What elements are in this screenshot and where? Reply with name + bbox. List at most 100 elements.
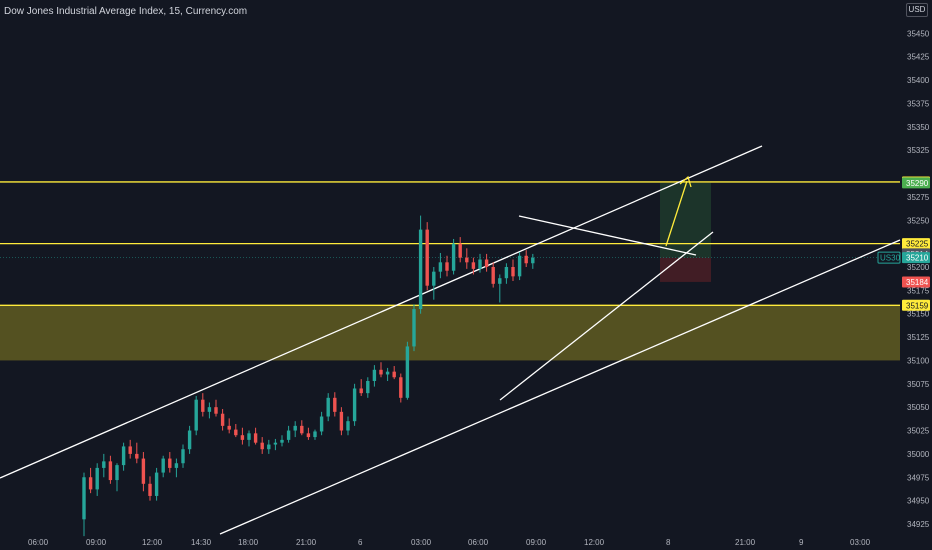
candle-body (405, 346, 410, 398)
candle (161, 455, 165, 478)
candle (135, 442, 139, 464)
candle (267, 439, 271, 454)
candle-body (128, 446, 132, 454)
candle (306, 427, 311, 440)
candle-body (207, 407, 212, 412)
candle-body (379, 369, 383, 375)
candle-body (445, 262, 449, 271)
candle (425, 222, 429, 291)
candle (253, 427, 258, 445)
candle-body (432, 271, 436, 286)
channel-lower-line[interactable] (219, 239, 901, 535)
candle (247, 430, 251, 447)
candle-body (115, 465, 119, 481)
candle (418, 215, 423, 314)
candle (187, 425, 192, 454)
price-tag-yellow: 35225 (902, 238, 930, 250)
candle (319, 411, 324, 436)
candle-body (412, 309, 416, 347)
candle (220, 409, 225, 431)
candle (531, 253, 535, 269)
candle-body (438, 262, 443, 272)
time-axis-tick: 21:00 (735, 538, 756, 547)
candle-body (253, 433, 258, 443)
price-tag-label: 35159 (906, 301, 929, 310)
channel-upper-line[interactable] (0, 145, 763, 479)
candle (504, 263, 509, 284)
candle-body (458, 243, 462, 258)
candle (458, 237, 462, 263)
candle (201, 393, 205, 417)
candle-body (214, 407, 218, 414)
symbol-tag: US30 (877, 251, 901, 264)
candle (339, 407, 344, 436)
time-axis-tick: 03:00 (850, 538, 871, 547)
candle-body (82, 477, 86, 520)
candle-body (372, 369, 377, 382)
candle (128, 439, 132, 459)
candle-body (135, 453, 139, 459)
currency-button[interactable]: USD (906, 3, 928, 17)
price-axis-tick: 34950 (907, 497, 930, 506)
candle (498, 274, 502, 303)
candle (194, 395, 198, 436)
candle (174, 458, 179, 478)
candle-body (280, 439, 284, 443)
candle-body (352, 388, 357, 422)
price-tag-red: 35184 (902, 276, 930, 288)
candle (273, 438, 278, 451)
candle-body (484, 259, 489, 267)
candle-body (319, 416, 324, 432)
candle-body (524, 255, 528, 264)
price-axis-tick: 35050 (907, 403, 930, 412)
candle (108, 455, 113, 484)
candle-body (240, 435, 245, 440)
candle (293, 421, 297, 438)
candle (352, 383, 357, 426)
candle (313, 429, 317, 440)
candle (214, 399, 218, 417)
time-axis-tick: 06:00 (468, 538, 489, 547)
candle (385, 367, 390, 382)
candle (82, 472, 86, 537)
candle (405, 341, 410, 400)
candle-body (286, 430, 291, 440)
price-axis-tick: 35025 (907, 427, 930, 436)
candle (478, 253, 482, 273)
time-axis-tick: 21:00 (296, 538, 317, 547)
time-axis-tick: 18:00 (238, 538, 259, 547)
price-tag-label: 35225 (906, 240, 929, 249)
wedge-resistance-line[interactable] (518, 215, 697, 256)
candle-body (95, 467, 99, 490)
candle-body (425, 229, 429, 286)
price-axis-tick: 35125 (907, 333, 930, 342)
wedge-support-line[interactable] (499, 231, 714, 401)
candle-body (201, 399, 205, 412)
candle-body (234, 429, 238, 436)
candle-body (194, 399, 198, 431)
price-tag-green: 35290 (902, 177, 930, 189)
time-axis-tick: 03:00 (411, 538, 432, 547)
price-axis-tick: 35000 (907, 450, 930, 459)
price-tag-label: 35290 (906, 179, 929, 188)
price-tag-label: 35184 (906, 278, 929, 287)
candle (445, 255, 449, 277)
candle (280, 435, 284, 447)
price-axis-tick: 35250 (907, 216, 930, 225)
candle-body (392, 371, 396, 378)
candle-body (498, 278, 502, 284)
candle (141, 452, 146, 492)
price-axis-tick: 34925 (907, 520, 930, 529)
candle-body (504, 266, 509, 279)
candle-body (260, 442, 264, 450)
target-arrow-head-icon (679, 175, 692, 188)
candle-body (366, 381, 370, 394)
candle-body (313, 431, 317, 438)
candle-body (187, 430, 192, 450)
candle-body (333, 397, 337, 412)
candle (524, 250, 528, 267)
candle-body (88, 477, 93, 490)
candle-body (148, 483, 152, 496)
